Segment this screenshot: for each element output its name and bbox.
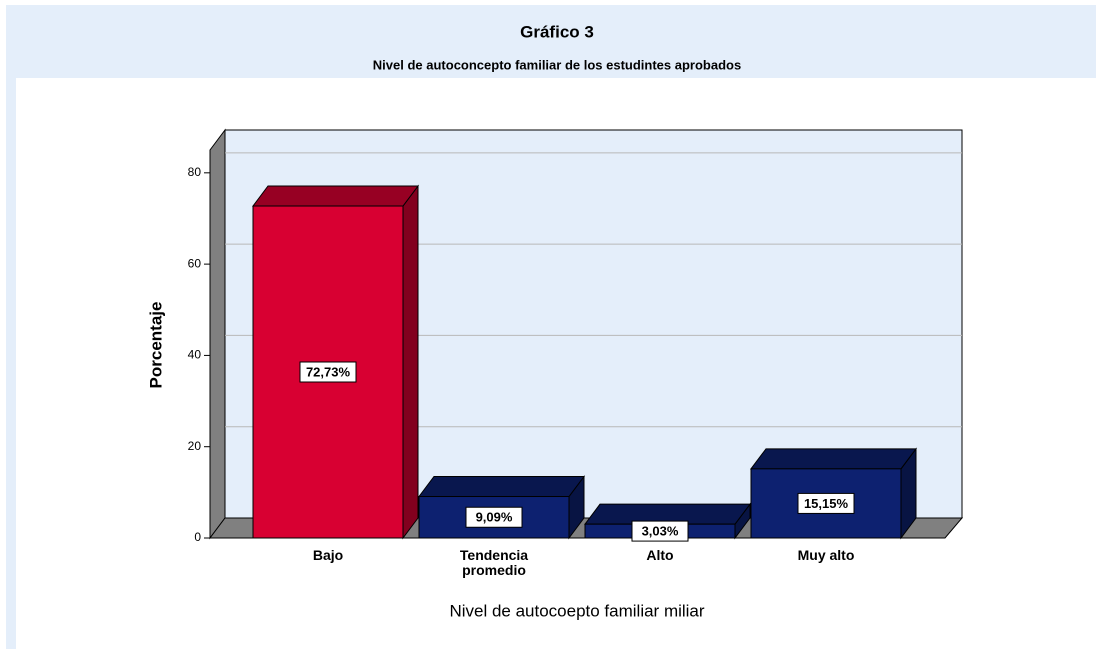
x-tick-label: Bajo <box>312 547 344 563</box>
value-label: 3,03% <box>642 524 679 539</box>
y-tick-label: 60 <box>188 256 202 270</box>
value-label: 9,09% <box>476 510 513 525</box>
y-tick-label: 80 <box>188 165 202 179</box>
bar-side <box>402 184 419 540</box>
value-label-box <box>465 506 523 528</box>
bar-top <box>418 476 585 498</box>
value-label-box <box>797 492 855 514</box>
x-tick-label: Tendencia promedio <box>459 547 529 578</box>
value-label-box <box>299 361 357 383</box>
y-tick-label: 20 <box>188 439 202 453</box>
x-axis-title: Nivel de autocoepto familiar miliar <box>449 601 704 620</box>
value-label: 15,15% <box>804 496 849 511</box>
left-wall <box>209 128 226 540</box>
chart-title: Gráfico 3 <box>520 22 594 41</box>
x-tick-label: Muy alto <box>797 547 855 563</box>
value-label: 72,73% <box>306 364 351 379</box>
y-axis-title: Porcentaje <box>146 302 165 389</box>
value-label-box <box>631 520 689 542</box>
header-band <box>6 5 1096 78</box>
chart-subtitle: Nivel de autoconcepto familiar de los es… <box>373 57 741 72</box>
y-tick-label: 0 <box>194 530 201 544</box>
left-strip <box>6 78 16 649</box>
bar-top <box>750 448 917 470</box>
bar-top <box>252 185 419 207</box>
x-tick-label: Alto <box>646 547 674 563</box>
y-tick-label: 40 <box>188 348 202 362</box>
